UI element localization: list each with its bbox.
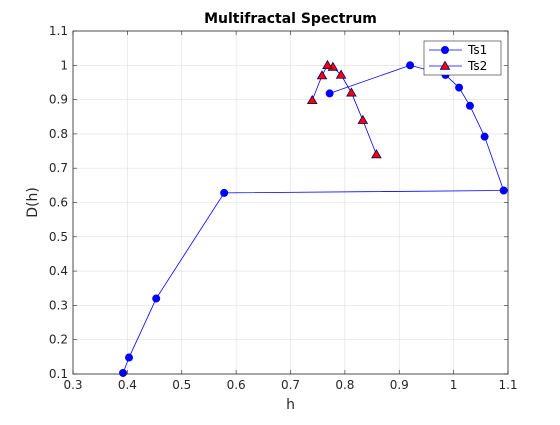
y-tick-label: 0.9 [49, 93, 68, 107]
legend-box [423, 40, 502, 76]
data-point-ts2 [371, 149, 382, 159]
y-tick-label: 0.6 [49, 196, 68, 210]
x-tick-label: 0.7 [281, 378, 300, 392]
y-tick-label: 0.3 [49, 298, 68, 312]
legend-item-ts1: Ts1 [429, 43, 487, 57]
y-tick-label: 0.4 [49, 264, 68, 278]
series-ts2 [306, 59, 382, 159]
legend-item-ts2: Ts2 [429, 59, 487, 73]
data-point-ts2 [357, 114, 369, 124]
y-tick-label: 0.7 [49, 161, 68, 175]
y-tick-label: 1.1 [49, 24, 68, 38]
x-tick-label: 1.1 [498, 378, 517, 392]
data-point-ts2 [335, 69, 347, 79]
y-axis-label: D(h) [25, 187, 41, 218]
x-tick-label: 0.8 [335, 378, 354, 392]
x-tick-label: 0.4 [118, 378, 137, 392]
legend-label: Ts2 [467, 59, 487, 73]
data-point-ts1 [406, 61, 415, 70]
y-tick-label: 0.2 [49, 333, 68, 347]
x-axis-label: h [286, 397, 295, 413]
chart-title: Multifractal Spectrum [204, 11, 377, 27]
data-point-ts2 [306, 94, 318, 104]
data-point-ts1 [480, 132, 489, 141]
x-tick-label: 1 [450, 378, 458, 392]
y-tick-label: 0.5 [49, 230, 68, 244]
legend-marker [440, 46, 449, 55]
legend-label: Ts1 [467, 43, 487, 57]
legend-marker [439, 60, 451, 70]
data-point-ts1 [499, 186, 508, 195]
y-tick-label: 0.8 [49, 127, 68, 141]
data-point-ts2 [316, 70, 328, 80]
x-tick-label: 0.5 [172, 378, 191, 392]
ticks [72, 30, 509, 375]
y-tick-label: 1 [60, 58, 68, 72]
data-point-ts1 [152, 294, 161, 303]
tick-labels: 0.3 0.4 0.5 0.6 0.7 0.8 0.9 1 1.1 0.1 0.2 0.3 0.4 0.5… [49, 24, 518, 392]
x-tick-label: 0.9 [390, 378, 409, 392]
data-point-ts2 [322, 59, 333, 70]
data-point-ts1 [220, 188, 229, 197]
data-point-ts1 [125, 353, 134, 362]
data-point-ts1 [119, 368, 128, 377]
y-tick-label: 0.1 [49, 367, 68, 381]
data-point-ts1 [455, 83, 464, 92]
data-point-ts1 [465, 101, 474, 110]
data-point-ts2 [346, 87, 357, 97]
x-tick-label: 0.6 [227, 378, 246, 392]
data-point-ts1 [325, 89, 334, 98]
x-tick-label: 0.3 [63, 378, 82, 392]
